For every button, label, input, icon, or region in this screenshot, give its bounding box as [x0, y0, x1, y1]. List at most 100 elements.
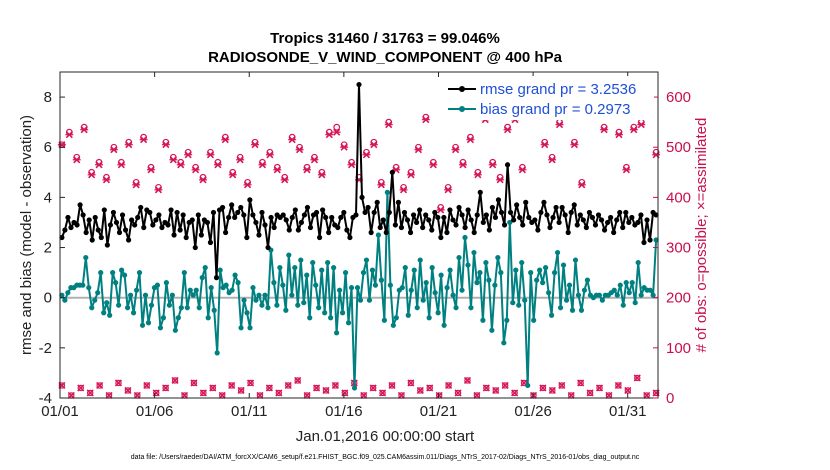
bias-point — [596, 292, 602, 298]
rmse-point — [338, 214, 344, 221]
bias-point — [354, 285, 361, 291]
obs-low-marker — [482, 384, 490, 392]
obs-assimilated-marker — [518, 166, 527, 174]
rmse-point — [653, 212, 659, 218]
obs-low-circle — [464, 377, 471, 384]
obs-assimilated-marker — [555, 121, 564, 129]
obs-low-cross-b — [143, 381, 151, 390]
rmse-point — [447, 207, 453, 213]
bias-point — [65, 290, 71, 296]
obs-low-circle — [294, 377, 301, 384]
bias-point — [232, 272, 238, 278]
rmse-point — [635, 219, 641, 226]
rmse-point — [107, 222, 113, 228]
bias-point — [534, 277, 540, 283]
rmse-point — [183, 234, 189, 241]
rmse-point — [83, 229, 89, 236]
rmse-point — [235, 209, 241, 216]
obs-low-marker — [209, 384, 217, 392]
rmse-point — [580, 217, 586, 223]
obs-low-cross-b — [473, 391, 481, 400]
bias-point — [256, 292, 262, 298]
bias-point — [289, 292, 295, 298]
bias-point — [546, 290, 552, 296]
rmse-point — [92, 214, 98, 221]
bias-point — [629, 280, 635, 286]
obs-assimilated-marker — [451, 146, 460, 154]
obs-low-circle — [577, 379, 584, 387]
rmse-point — [198, 232, 204, 238]
bias-point — [259, 302, 265, 308]
rmse-point — [601, 227, 608, 233]
obs-low-cross-b — [567, 391, 575, 400]
bias-point — [187, 287, 193, 293]
bias-point — [408, 287, 414, 293]
bias-point — [139, 322, 146, 328]
rmse-point — [213, 275, 220, 281]
bias-point — [351, 385, 358, 391]
y-tick-label-right: 600 — [666, 89, 691, 106]
obs-low-cross-b — [180, 391, 189, 400]
bias-point — [142, 292, 149, 298]
rmse-point — [250, 212, 256, 218]
obs-assimilated-marker — [169, 156, 178, 164]
obs-low-cross-b — [577, 379, 585, 387]
obs-assimilated-marker — [444, 186, 453, 194]
obs-assimilated-marker — [548, 156, 557, 164]
rmse-point — [462, 224, 468, 231]
rmse-point — [605, 219, 611, 226]
obs-low-marker — [275, 389, 283, 397]
bias-point — [566, 282, 573, 288]
bias-point — [557, 305, 564, 311]
bias-point — [205, 315, 211, 321]
rmse-point — [514, 202, 520, 208]
rmse-point — [362, 209, 368, 216]
rmse-point — [377, 224, 383, 231]
obs-low-circle — [171, 377, 179, 384]
rmse-point — [429, 227, 435, 233]
x-tick-label: 01/01 — [41, 403, 79, 420]
rmse-point — [641, 239, 647, 246]
obs-low-cross-b — [114, 379, 123, 387]
bias-point — [578, 307, 585, 313]
bias-point — [366, 297, 373, 303]
obs-low-cross-b — [294, 376, 302, 385]
bias-point — [623, 280, 629, 286]
rmse-point — [559, 204, 565, 211]
bias-point — [130, 310, 137, 316]
obs-low-cross-b — [228, 381, 236, 390]
rmse-point — [432, 209, 438, 216]
rmse-point — [262, 222, 268, 228]
obs-low-marker — [445, 381, 453, 390]
bias-point — [543, 265, 549, 271]
obs-low-marker — [369, 384, 377, 392]
rmse-point — [204, 219, 211, 226]
bias-point — [89, 305, 95, 311]
x-tick-label: 01/06 — [136, 403, 174, 420]
obs-low-circle — [596, 384, 603, 392]
rmse-point — [344, 227, 350, 233]
bias-point — [486, 277, 492, 283]
bias-point — [223, 282, 229, 288]
obs-assimilated-marker — [637, 121, 646, 129]
rmse-point — [598, 217, 605, 223]
rmse-point — [420, 224, 426, 231]
rmse-point — [259, 209, 265, 216]
rmse-point — [268, 214, 274, 221]
rmse-point — [95, 227, 101, 233]
bias-point — [375, 232, 382, 238]
bias-point — [471, 249, 477, 256]
bias-point — [229, 287, 235, 293]
legend-bias-label: bias grand pr = 0.2973 — [480, 101, 631, 118]
rmse-point — [238, 204, 244, 211]
rmse-point — [389, 169, 395, 175]
bias-point — [121, 272, 128, 278]
obs-assimilated-marker — [87, 171, 96, 179]
obs-assimilated-marker — [540, 141, 549, 149]
obs-assimilated-marker — [102, 176, 111, 184]
rmse-point — [565, 229, 571, 236]
obs-low-marker — [379, 389, 387, 397]
bias-point — [423, 280, 429, 286]
bias-point — [647, 287, 653, 293]
